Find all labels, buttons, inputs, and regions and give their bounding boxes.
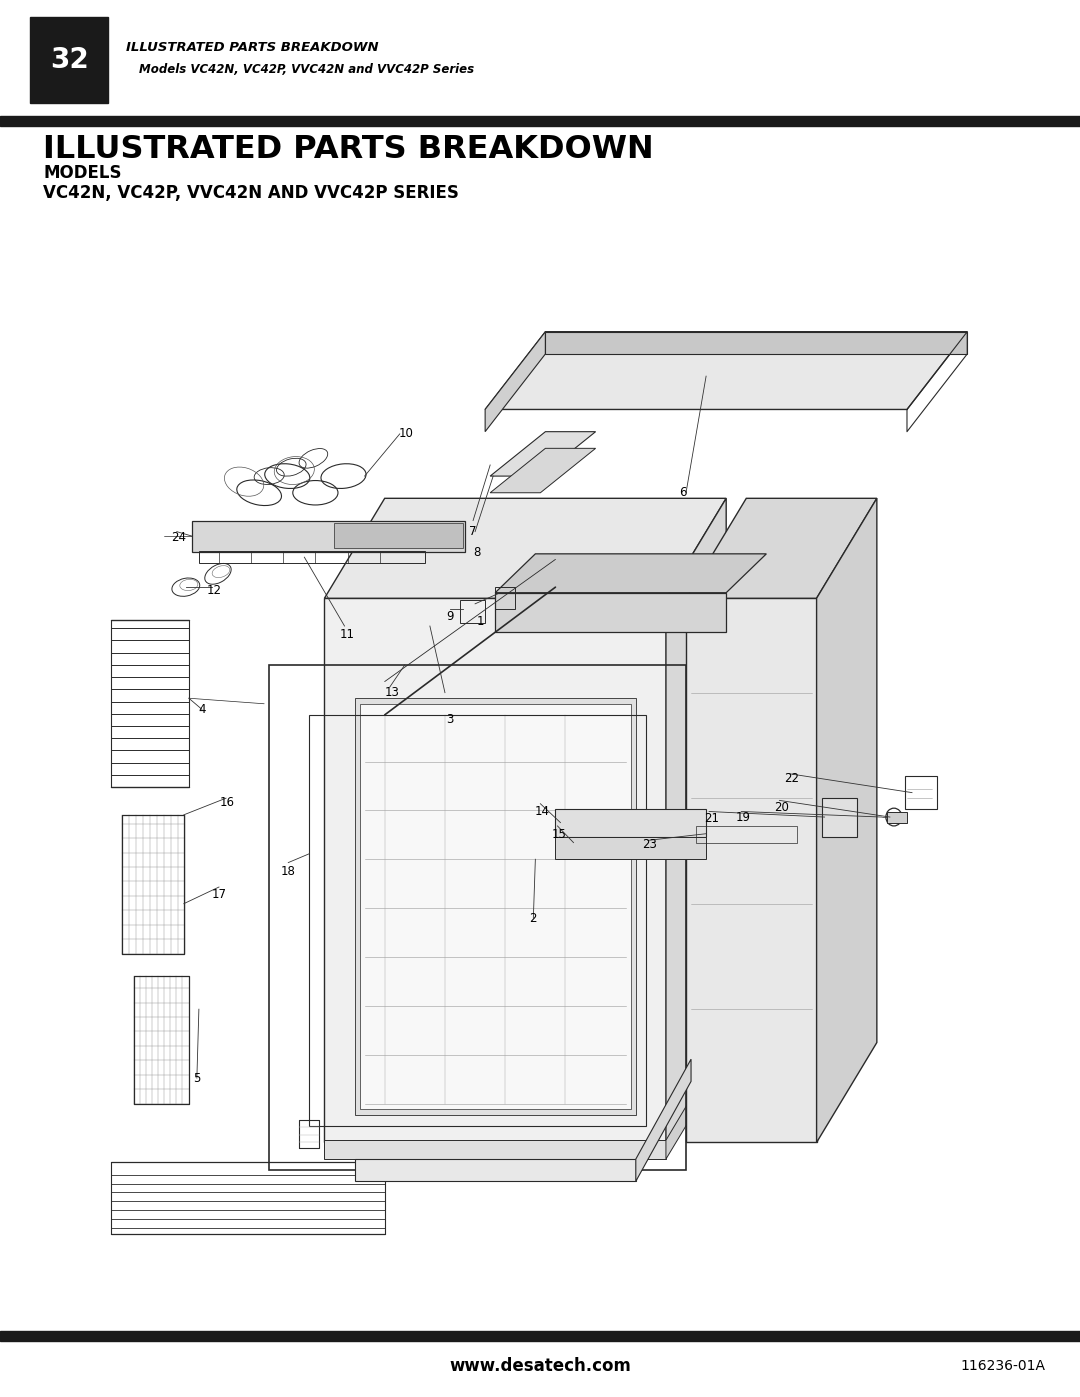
- Polygon shape: [354, 1160, 636, 1182]
- Text: 116236-01A: 116236-01A: [960, 1359, 1045, 1373]
- Polygon shape: [887, 812, 907, 823]
- Text: 5: 5: [193, 1071, 201, 1084]
- Text: 23: 23: [643, 838, 658, 851]
- Text: Models VC42N, VC42P, VVC42N and VVC42P Series: Models VC42N, VC42P, VVC42N and VVC42P S…: [139, 63, 474, 77]
- Text: 9: 9: [446, 609, 454, 623]
- Text: 18: 18: [281, 865, 296, 877]
- Polygon shape: [666, 499, 726, 1143]
- Text: 14: 14: [535, 805, 550, 819]
- Bar: [0, 116, 1080, 126]
- Text: www.desatech.com: www.desatech.com: [449, 1358, 631, 1375]
- Polygon shape: [555, 837, 706, 859]
- Polygon shape: [686, 499, 877, 598]
- Polygon shape: [335, 522, 463, 548]
- Text: 15: 15: [552, 828, 567, 841]
- Text: 12: 12: [206, 584, 221, 597]
- Polygon shape: [636, 1059, 691, 1182]
- Text: 11: 11: [340, 629, 355, 641]
- Bar: [0, 1331, 1080, 1341]
- Polygon shape: [485, 331, 545, 432]
- Text: 19: 19: [735, 810, 751, 824]
- Text: 6: 6: [679, 486, 687, 499]
- Polygon shape: [324, 499, 726, 598]
- Text: 24: 24: [172, 531, 186, 543]
- Text: 10: 10: [399, 427, 414, 440]
- Polygon shape: [555, 809, 706, 837]
- Text: 4: 4: [198, 703, 205, 715]
- Text: 1: 1: [476, 615, 484, 629]
- Bar: [30, 17, 108, 103]
- Polygon shape: [822, 798, 856, 837]
- Text: 20: 20: [774, 800, 788, 813]
- Polygon shape: [354, 698, 636, 1115]
- Polygon shape: [816, 499, 877, 1143]
- Polygon shape: [324, 598, 666, 1143]
- Text: VC42N, VC42P, VVC42N AND VVC42P SERIES: VC42N, VC42P, VVC42N AND VVC42P SERIES: [43, 184, 459, 201]
- Text: MODELS: MODELS: [43, 165, 122, 182]
- Text: 16: 16: [219, 796, 234, 809]
- Text: 13: 13: [384, 686, 400, 698]
- Polygon shape: [495, 592, 726, 631]
- Polygon shape: [485, 331, 968, 409]
- Text: ILLUSTRATED PARTS BREAKDOWN: ILLUSTRATED PARTS BREAKDOWN: [43, 134, 654, 165]
- Polygon shape: [490, 432, 596, 476]
- Polygon shape: [192, 521, 465, 552]
- Polygon shape: [495, 553, 767, 592]
- Polygon shape: [545, 331, 968, 353]
- Polygon shape: [490, 448, 596, 493]
- Polygon shape: [324, 1140, 666, 1160]
- Text: 21: 21: [704, 812, 718, 824]
- Text: 22: 22: [784, 771, 799, 785]
- Text: 3: 3: [446, 712, 454, 726]
- Polygon shape: [360, 704, 631, 1109]
- Text: 7: 7: [470, 525, 477, 538]
- Text: 17: 17: [212, 888, 227, 901]
- Text: ILLUSTRATED PARTS BREAKDOWN: ILLUSTRATED PARTS BREAKDOWN: [126, 41, 379, 54]
- Polygon shape: [686, 598, 816, 1143]
- Polygon shape: [666, 1039, 726, 1160]
- Text: 8: 8: [473, 546, 481, 559]
- Text: 2: 2: [529, 912, 537, 925]
- Text: 32: 32: [50, 46, 89, 74]
